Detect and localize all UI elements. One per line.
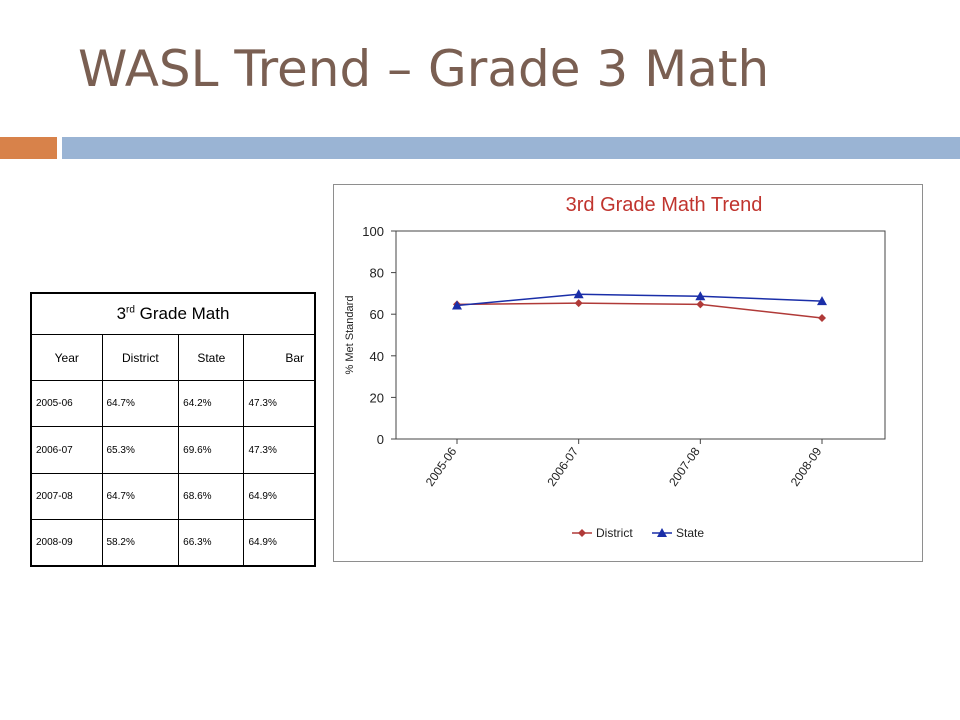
cell-year: 2007-08	[30, 472, 103, 520]
table-row: 2008-09 58.2% 66.3% 64.9%	[30, 518, 316, 567]
series-line-state	[456, 293, 823, 307]
title-rule-bar	[62, 137, 960, 159]
title-accent-bar	[0, 137, 57, 159]
line-chart: 3rd Grade Math Trend 0 20 40 60 80 100 % Met St…	[344, 194, 886, 540]
y-tick-label: 40	[370, 349, 384, 364]
cell-state: 68.6%	[178, 472, 245, 520]
cell-year: 2005-06	[30, 380, 103, 428]
data-point-state	[695, 291, 706, 301]
slide-title: WASL Trend – Grade 3 Math	[78, 40, 770, 98]
data-point-state	[573, 289, 584, 299]
legend-marker-state	[657, 528, 667, 537]
data-point-state	[817, 296, 827, 306]
x-tick-label: 2008-09	[788, 444, 825, 488]
legend-label-state: State	[676, 526, 704, 540]
chart-frame: 3rd Grade Math Trend 0 20 40 60 80 100 % Met St…	[333, 184, 923, 562]
cell-district: 65.3%	[101, 426, 180, 474]
y-tick-label: 0	[377, 432, 384, 447]
y-tick-label: 80	[370, 266, 384, 281]
series-line-district	[456, 302, 823, 319]
data-point-district	[818, 313, 826, 322]
data-table: 3rd Grade Math Year District State Bar 2…	[30, 292, 316, 567]
cell-district: 58.2%	[101, 518, 180, 567]
data-point-state	[452, 300, 462, 310]
header-district: District	[101, 334, 180, 382]
data-point-district	[696, 300, 705, 309]
y-tick-label: 100	[362, 224, 384, 239]
cell-district: 64.7%	[101, 472, 180, 520]
plot-area	[395, 230, 886, 440]
cell-year: 2008-09	[30, 518, 103, 567]
legend-label-district: District	[596, 526, 633, 540]
table-caption-row: 3rd Grade Math	[30, 292, 316, 336]
legend-marker-district	[578, 529, 586, 537]
table-caption: 3rd Grade Math	[30, 292, 316, 336]
header-state: State	[178, 334, 245, 382]
cell-bar: 47.3%	[243, 426, 316, 474]
header-bar: Bar	[243, 334, 316, 382]
caption-text: Grade Math	[134, 304, 230, 324]
data-point-district	[574, 299, 583, 308]
x-tick-label: 2007-08	[666, 444, 703, 488]
cell-bar: 64.9%	[243, 472, 316, 520]
table-row: 2007-08 64.7% 68.6% 64.9%	[30, 472, 316, 520]
cell-bar: 47.3%	[243, 380, 316, 428]
table-row: 2005-06 64.7% 64.2% 47.3%	[30, 380, 316, 428]
x-tick-label: 2005-06	[423, 444, 460, 488]
cell-state: 66.3%	[178, 518, 245, 567]
chart-title: 3rd Grade Math Trend	[566, 194, 763, 216]
cell-state: 69.6%	[178, 426, 245, 474]
y-tick-label: 20	[370, 390, 384, 405]
x-tick-label: 2006-07	[544, 444, 581, 488]
cell-district: 64.7%	[101, 380, 180, 428]
cell-year: 2006-07	[30, 426, 103, 474]
cell-bar: 64.9%	[243, 518, 316, 567]
table-row: 2006-07 65.3% 69.6% 47.3%	[30, 426, 316, 474]
caption-superscript: rd	[126, 304, 135, 316]
table-header-row: Year District State Bar	[30, 334, 316, 382]
y-tick-label: 60	[370, 307, 384, 322]
caption-number: 3	[116, 304, 127, 324]
header-year: Year	[30, 334, 103, 382]
y-axis-label: % Met Standard	[344, 296, 356, 375]
cell-state: 64.2%	[178, 380, 245, 428]
